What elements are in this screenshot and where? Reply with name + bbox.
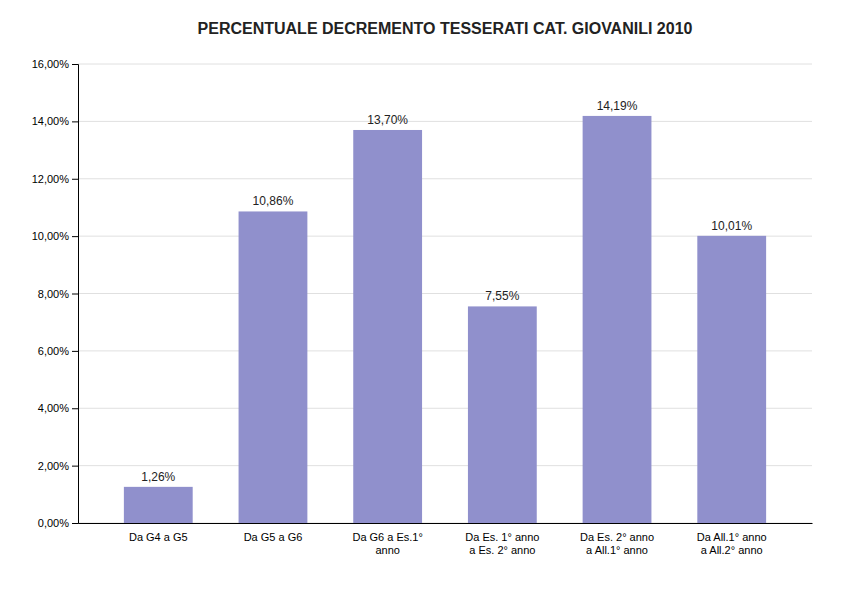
data-label: 10,01% xyxy=(711,219,752,233)
bar xyxy=(124,487,193,523)
y-tick-label: 12,00% xyxy=(32,173,70,185)
bar xyxy=(353,130,422,523)
y-tick: 14,00% xyxy=(32,115,78,127)
x-tick-label-line: a All.1° anno xyxy=(586,544,648,556)
data-labels: 1,26% 10,86% 13,70% 7,55% 14,19% 10,01% xyxy=(141,99,752,484)
x-tick-label-line: anno xyxy=(375,544,399,556)
grid-line xyxy=(78,178,812,179)
y-tick: 0,00% xyxy=(38,517,78,529)
x-tick-label: Da G5 a G6 xyxy=(244,531,303,543)
x-tick-label: Da Es. 1° annoa Es. 2° anno xyxy=(465,531,539,556)
bar xyxy=(583,116,652,523)
y-tick-label: 14,00% xyxy=(32,115,70,127)
bar xyxy=(239,211,308,523)
y-tick: 4,00% xyxy=(38,402,78,414)
x-tick-label-line: Da Es. 2° anno xyxy=(580,531,654,543)
y-tick-label: 16,00% xyxy=(32,58,70,70)
x-axis-line xyxy=(79,523,813,524)
x-tick: Da G5 a G6 xyxy=(244,531,303,543)
x-tick: Da Es. 1° annoa Es. 2° anno xyxy=(465,531,539,556)
data-label: 14,19% xyxy=(597,99,638,113)
y-tick-label: 2,00% xyxy=(38,460,69,472)
x-tick-label-line: Da G5 a G6 xyxy=(244,531,303,543)
y-tick: 12,00% xyxy=(32,173,78,185)
grid-line xyxy=(78,64,812,65)
data-label: 1,26% xyxy=(141,470,175,484)
x-tick: Da Es. 2° annoa All.1° anno xyxy=(580,531,654,556)
data-label: 7,55% xyxy=(485,289,519,303)
data-label: 13,70% xyxy=(367,113,408,127)
y-tick: 2,00% xyxy=(38,460,78,472)
x-tick: Da G4 a G5 xyxy=(129,531,188,543)
x-tick-label-line: a All.2° anno xyxy=(701,544,763,556)
y-tick-label: 0,00% xyxy=(38,517,69,529)
x-tick-label-line: Da G4 a G5 xyxy=(129,531,188,543)
y-tick-mark xyxy=(72,179,78,180)
y-tick: 16,00% xyxy=(32,58,78,70)
y-tick-label: 10,00% xyxy=(32,230,70,242)
y-tick-mark xyxy=(72,64,78,65)
bar xyxy=(697,236,766,523)
x-axis: Da G4 a G5Da G5 a G6Da G6 a Es.1°annoDa … xyxy=(79,524,813,557)
x-tick-label: Da G4 a G5 xyxy=(129,531,188,543)
x-tick-label-line: Da All.1° anno xyxy=(697,531,767,543)
x-tick-label: Da Es. 2° annoa All.1° anno xyxy=(580,531,654,556)
y-tick-mark xyxy=(72,294,78,295)
x-tick-label-line: Da Es. 1° anno xyxy=(465,531,539,543)
grid xyxy=(78,64,812,523)
y-tick-label: 4,00% xyxy=(38,402,69,414)
chart: PERCENTUALE DECREMENTO TESSERATI CAT. GI… xyxy=(0,0,842,595)
y-tick: 8,00% xyxy=(38,288,78,300)
x-tick-label-line: Da G6 a Es.1° xyxy=(352,531,422,543)
y-tick-mark xyxy=(72,236,78,237)
y-tick-mark xyxy=(72,523,78,524)
grid-line xyxy=(78,121,812,122)
plot: 1,26% 10,86% 13,70% 7,55% 14,19% 10,01% 0,00% 2… xyxy=(32,58,813,556)
x-tick: Da All.1° annoa All.2° anno xyxy=(697,531,767,556)
bar xyxy=(468,306,537,523)
title: PERCENTUALE DECREMENTO TESSERATI CAT. GI… xyxy=(198,20,693,37)
y-tick-label: 8,00% xyxy=(38,288,69,300)
y-tick: 6,00% xyxy=(38,345,78,357)
x-tick-label-line: a Es. 2° anno xyxy=(469,544,535,556)
y-tick-mark xyxy=(72,351,78,352)
bars xyxy=(124,116,766,523)
y-tick-mark xyxy=(72,121,78,122)
y-tick-label: 6,00% xyxy=(38,345,69,357)
y-axis: 0,00% 2,00% 4,00% 6,00% 8,00% 10,00% 12,00% 14,… xyxy=(32,58,79,529)
y-tick-mark xyxy=(72,466,78,467)
x-tick-label: Da G6 a Es.1°anno xyxy=(352,531,422,556)
y-tick: 10,00% xyxy=(32,230,78,242)
data-label: 10,86% xyxy=(253,194,294,208)
y-tick-mark xyxy=(72,408,78,409)
x-tick: Da G6 a Es.1°anno xyxy=(352,531,422,556)
y-axis-line xyxy=(72,65,79,524)
x-tick-label: Da All.1° annoa All.2° anno xyxy=(697,531,767,556)
